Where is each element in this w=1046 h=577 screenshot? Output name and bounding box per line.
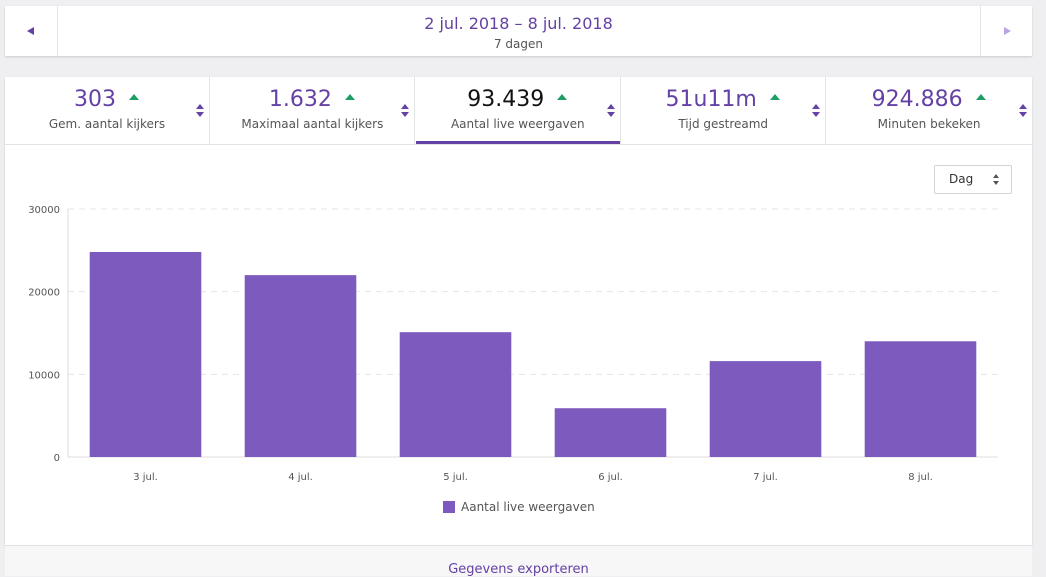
sort-icon (1018, 104, 1027, 117)
dropdown-label: Dag (949, 172, 974, 186)
trend-icon (344, 94, 355, 100)
next-icon (1004, 27, 1011, 35)
stat-label: Minuten bekeken (877, 117, 981, 131)
next-button[interactable] (980, 6, 1032, 56)
trend-up (344, 94, 355, 100)
date-range: 2 jul. 2018 – 8 jul. 2018 (424, 14, 613, 33)
sort-down (401, 112, 410, 117)
sort-down (812, 112, 821, 117)
x-tick-label: 5 jul. (443, 472, 468, 483)
dropdown-icon (993, 174, 999, 185)
stat-value: 303 (5, 87, 209, 112)
x-tick-label: 3 jul. (133, 472, 158, 483)
x-tick-label: 7 jul. (753, 472, 778, 483)
sort-down (1018, 112, 1027, 117)
sort-icon (606, 104, 615, 117)
stat-value: 51u11m (621, 87, 825, 112)
stat-tab[interactable]: 51u11m Tijd gestreamd (621, 77, 827, 144)
footer: Gegevens exporteren (5, 545, 1032, 577)
chart: 0 10000 20000 30000 3 jul. 4 jul. 5 jul. 6 jul.… (28, 205, 998, 514)
stats-divider (5, 144, 1032, 145)
x-tick-label: 4 jul. (288, 472, 313, 483)
stat-value: 924.886 (827, 87, 1032, 112)
stat-label: Tijd gestreamd (678, 117, 769, 131)
trend-icon (975, 94, 986, 100)
stat-tab[interactable]: 1.632 Maximaal aantal kijkers (210, 77, 416, 144)
sort-up (812, 104, 821, 109)
trend-up (975, 94, 986, 100)
sort-up (401, 104, 410, 109)
trend-icon (129, 94, 139, 100)
selected-underline (415, 141, 620, 144)
stat-value: 93.439 (416, 87, 620, 112)
y-tick-label: 10000 (28, 370, 60, 381)
y-tick-label: 0 (54, 453, 60, 464)
trend-up (557, 94, 568, 100)
stat-tab[interactable]: 93.439 Aantal live weergaven (415, 77, 621, 144)
trend-up (129, 94, 139, 100)
date-days: 7 dagen (493, 37, 544, 51)
sort-icon (401, 104, 410, 117)
stat-label: Maximaal aantal kijkers (241, 117, 384, 131)
legend-swatch (443, 501, 455, 513)
stat-value: 1.632 (210, 87, 414, 112)
y-tick-label: 30000 (28, 205, 60, 216)
bar (89, 251, 202, 457)
sort-up (1018, 104, 1027, 109)
sort-icon (196, 104, 204, 117)
trend-icon (769, 94, 780, 100)
bar (709, 361, 822, 457)
date-header: 2 jul. 2018 – 8 jul. 2018 7 dagen (5, 6, 1032, 56)
bar (244, 275, 357, 457)
legend-label: Aantal live weergaven (461, 500, 595, 514)
export-link[interactable]: Gegevens exporteren (448, 562, 589, 577)
stat-label: Gem. aantal kijkers (48, 117, 166, 131)
sort-up (606, 104, 615, 109)
prev-button[interactable] (5, 6, 58, 56)
prev-icon (27, 27, 34, 35)
sort-down (196, 112, 204, 117)
interval-dropdown[interactable]: Dag (934, 165, 1012, 194)
sort-down (606, 112, 615, 117)
stat-tab[interactable]: 924.886 Minuten bekeken (827, 77, 1032, 144)
stat-label: Aantal live weergaven (450, 117, 585, 131)
sort-up (196, 104, 204, 109)
bar (554, 408, 667, 457)
bar (399, 332, 512, 457)
trend-up (769, 94, 780, 100)
x-tick-label: 8 jul. (908, 472, 933, 483)
bar (864, 341, 977, 457)
trend-icon (557, 94, 568, 100)
stat-tab[interactable]: 303 Gem. aantal kijkers (5, 77, 210, 144)
sort-icon (812, 104, 821, 117)
y-tick-label: 20000 (28, 288, 60, 299)
x-tick-label: 6 jul. (598, 472, 623, 483)
